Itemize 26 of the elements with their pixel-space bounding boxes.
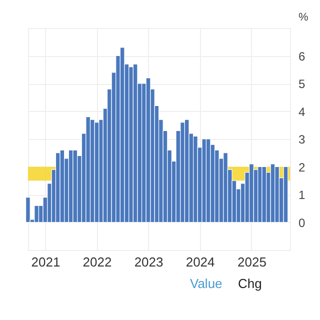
x-tick-label: 2021 bbox=[31, 254, 60, 270]
bar bbox=[26, 196, 30, 223]
bar bbox=[86, 116, 91, 223]
y-tick-label: 0 bbox=[298, 216, 306, 230]
text: Value bbox=[190, 276, 222, 291]
bar bbox=[72, 150, 78, 223]
y-tick-label: 5 bbox=[298, 77, 306, 91]
bar bbox=[248, 164, 254, 223]
y-tick-label: 6 bbox=[298, 49, 306, 64]
x-tick-label: 2022 bbox=[82, 254, 112, 270]
y-tick-label: 2 bbox=[298, 160, 306, 174]
y-tick-label: 4 bbox=[298, 104, 306, 119]
bar bbox=[94, 122, 100, 223]
text: Chg bbox=[238, 276, 262, 291]
bar bbox=[34, 205, 40, 223]
bar bbox=[202, 138, 207, 223]
bar bbox=[262, 166, 267, 223]
x-tick-label: 2025 bbox=[238, 254, 266, 270]
y-tick-label: 3 bbox=[298, 132, 306, 146]
bar bbox=[60, 150, 65, 223]
bar bbox=[283, 166, 288, 223]
y-axis-title: % bbox=[298, 12, 308, 24]
y-tick-label: 1 bbox=[298, 188, 306, 202]
bar bbox=[274, 166, 280, 223]
x-tick-label: 2024 bbox=[186, 254, 215, 270]
x-tick-label: 2023 bbox=[134, 254, 164, 270]
